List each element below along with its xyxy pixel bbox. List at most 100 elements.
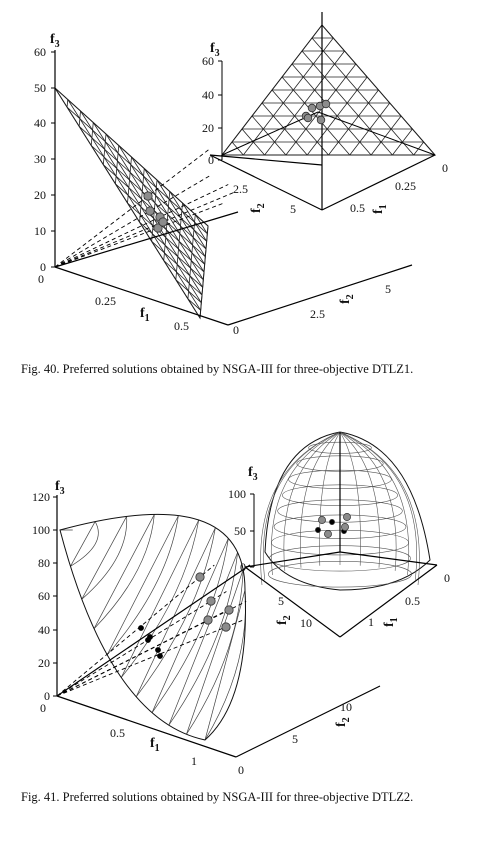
mesh-line [187, 298, 201, 311]
inset-mesh-line [251, 115, 287, 156]
inset-f3-ticks [250, 493, 255, 568]
inset-latitude [268, 561, 412, 588]
preferred-solution-points [138, 513, 351, 659]
inset-f3-tick-50: 50 [234, 524, 246, 538]
solution-point [221, 622, 231, 632]
solution-point [145, 206, 155, 216]
f2-tick-0: 0 [238, 763, 244, 777]
reference-direction-dashed-lines [56, 564, 247, 697]
main-f2-axis [227, 264, 413, 326]
inset-f1-axis [339, 551, 438, 566]
f3-tick-120: 120 [32, 490, 50, 504]
inset-solution-point [307, 103, 317, 113]
f3-tick-20: 20 [34, 188, 46, 202]
inset-f3-tick-60: 60 [202, 54, 214, 68]
inset-meridian [339, 431, 420, 586]
mesh-line [120, 519, 200, 678]
f2-tick-5: 5 [292, 732, 298, 746]
surface-outline [59, 513, 246, 741]
projected-solution-point [155, 647, 161, 653]
inset-f3-axis-label: f3 [248, 465, 258, 483]
inset-meridian [339, 431, 417, 580]
dashed-line [54, 184, 229, 268]
f2-axis-label: f2 [338, 294, 356, 304]
solution-point [195, 572, 205, 582]
inset-f1-baseline [339, 564, 438, 638]
inset-f1-tick-0: 0 [442, 161, 448, 175]
mesh-line [194, 214, 208, 234]
main-f3-ticks [53, 496, 57, 697]
mesh-line [115, 145, 120, 184]
dashed-line [56, 564, 215, 697]
solution-point [203, 615, 213, 625]
inset-projection-line [317, 111, 436, 156]
main-f1-axis [54, 266, 229, 326]
f2-tick-25: 2.5 [310, 307, 325, 321]
inset-meridian [319, 431, 341, 566]
solution-point [224, 605, 234, 615]
mesh-line [163, 260, 203, 296]
f3-tick-80: 80 [38, 556, 50, 570]
mesh-line [80, 110, 202, 303]
f1-tick-1: 1 [191, 754, 197, 768]
mesh-curve [168, 552, 238, 726]
solution-point [143, 191, 153, 201]
inset-mesh-line [291, 63, 372, 156]
solution-point [153, 223, 163, 233]
solution-point [158, 217, 168, 227]
main-f3-ticks [51, 51, 55, 268]
mesh-line [70, 521, 96, 567]
inset-f1-baseline [321, 154, 436, 211]
mesh-curve [151, 538, 229, 713]
inset-f2-baseline [209, 154, 323, 211]
projected-solution-point [157, 653, 163, 659]
mesh-curve [81, 516, 128, 600]
inset-mesh-line [311, 37, 415, 156]
f2-tick-5: 5 [385, 282, 391, 296]
inset-f2-tick-5: 5 [290, 202, 296, 216]
mesh-line [187, 214, 196, 299]
f1-tick-0: 0 [40, 701, 46, 715]
mesh-line [54, 87, 201, 319]
inset-solution-point [329, 519, 335, 525]
inset-f1-tick-0: 0 [444, 571, 450, 585]
inset-f2-axis [209, 154, 323, 166]
inset-mesh-line [221, 24, 323, 156]
mesh-line [135, 527, 216, 697]
inset-f3-tick-0: 0 [208, 153, 214, 167]
mesh-line [93, 514, 155, 629]
main-through-line [56, 564, 251, 697]
inset-mesh-line [321, 24, 436, 156]
preferred-solution-points [143, 99, 331, 233]
mesh-line [139, 168, 145, 223]
f2-tick-10: 10 [340, 700, 352, 714]
mesh-line [169, 191, 207, 250]
inset-meridian [339, 431, 361, 566]
f3-tick-100: 100 [32, 523, 50, 537]
f1-axis-label: f1 [140, 306, 150, 324]
f3-tick-40: 40 [38, 623, 50, 637]
dashed-line [56, 611, 224, 697]
inset-f3-tick-100: 100 [228, 487, 246, 501]
inset-f2-axis-label: f2 [249, 203, 267, 213]
inset-f3-tick-40: 40 [202, 88, 214, 102]
inset-f1-axis-label: f1 [371, 204, 389, 214]
inset-f1-tick-025: 0.25 [395, 179, 416, 193]
f1-tick-05: 0.5 [110, 726, 125, 740]
mesh-curve [93, 514, 155, 629]
mesh-line [204, 589, 246, 741]
figure-40: 0 10 20 30 40 50 60 f3 0 0.25 0.5 f1 0 2… [34, 12, 448, 337]
mesh-line [54, 87, 209, 227]
mesh-curve [106, 515, 179, 656]
inset-f3-tick-20: 20 [202, 121, 214, 135]
f3-axis-label: f3 [55, 479, 65, 497]
inset-pareto-front-mesh [220, 24, 437, 156]
main-f2-axis [235, 685, 381, 758]
figure-40-caption: Fig. 40. Preferred solutions obtained by… [21, 362, 414, 376]
f1-tick-05: 0.5 [174, 319, 189, 333]
mesh-curve [70, 521, 99, 567]
mesh-line [151, 538, 229, 713]
f1-tick-025: 0.25 [95, 294, 116, 308]
projected-solution-point [138, 625, 144, 631]
inset-meridian [339, 431, 397, 571]
